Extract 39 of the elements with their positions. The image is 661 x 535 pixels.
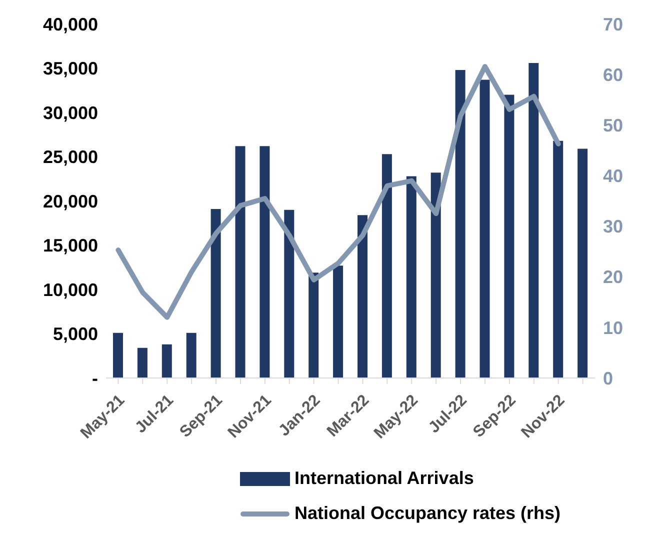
- y-tick-label: 30,000: [42, 102, 98, 123]
- bar: [210, 208, 221, 378]
- y-tick-label: 5,000: [52, 324, 98, 344]
- y-tick-label: 40,000: [42, 14, 98, 34]
- bar: [235, 146, 246, 378]
- bar: [186, 332, 196, 378]
- bar: [260, 146, 270, 378]
- y-tick-label: 35,000: [42, 58, 98, 79]
- y2-tick-label: 0: [603, 368, 614, 388]
- bar: [333, 266, 344, 378]
- y-tick-label: 15,000: [42, 236, 98, 256]
- y2-tick-label: 10: [603, 318, 624, 338]
- bar: [284, 210, 294, 378]
- y2-tick-label: 70: [603, 14, 624, 34]
- bar: [480, 80, 490, 378]
- bar: [455, 70, 466, 378]
- y2-tick-label: 60: [603, 64, 624, 85]
- legend-label: International Arrivals: [294, 468, 474, 489]
- y2-tick-label: 30: [603, 216, 624, 237]
- bar: [528, 62, 539, 378]
- y-tick-label: 25,000: [42, 147, 98, 168]
- y-tick-label: 20,000: [42, 191, 98, 212]
- legend-label: National Occupancy rates (rhs): [294, 503, 561, 524]
- bar: [308, 272, 319, 378]
- y2-tick-label: 20: [603, 267, 624, 288]
- bar: [162, 344, 172, 378]
- bar: [504, 94, 514, 378]
- y-tick-label: -: [92, 368, 98, 388]
- y2-tick-label: 40: [603, 166, 624, 186]
- bar: [553, 140, 564, 378]
- bar: [382, 154, 392, 378]
- bar: [358, 215, 368, 378]
- bar: [578, 148, 588, 378]
- bar: [137, 348, 148, 378]
- bar: [406, 176, 416, 378]
- y-tick-label: 10,000: [42, 280, 98, 300]
- y2-tick-label: 50: [603, 116, 624, 136]
- bar: [430, 172, 441, 378]
- bar: [113, 332, 123, 378]
